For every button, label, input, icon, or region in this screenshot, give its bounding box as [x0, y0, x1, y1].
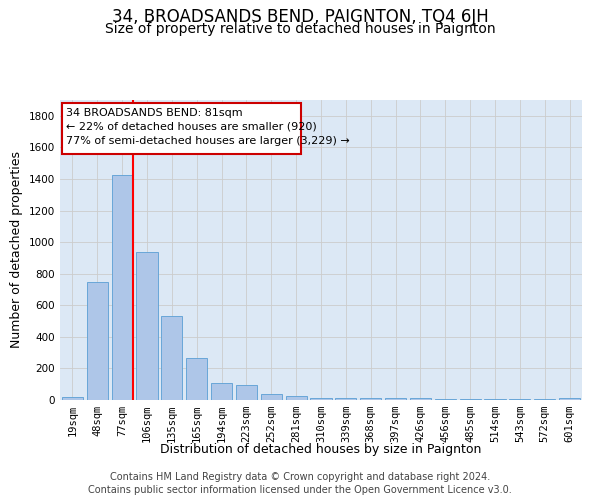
- Bar: [186, 358, 207, 400]
- Text: 34 BROADSANDS BEND: 81sqm
← 22% of detached houses are smaller (920)
77% of semi: 34 BROADSANDS BEND: 81sqm ← 22% of detac…: [66, 108, 350, 146]
- Bar: [286, 396, 307, 400]
- Bar: [161, 316, 182, 400]
- Bar: [211, 384, 232, 400]
- Bar: [62, 397, 83, 400]
- Text: Size of property relative to detached houses in Paignton: Size of property relative to detached ho…: [104, 22, 496, 36]
- Bar: [261, 394, 282, 400]
- Bar: [484, 399, 506, 400]
- Bar: [410, 398, 431, 400]
- Bar: [335, 398, 356, 400]
- Bar: [534, 399, 555, 400]
- Bar: [112, 175, 133, 400]
- Bar: [509, 399, 530, 400]
- Bar: [136, 252, 158, 400]
- Text: Contains HM Land Registry data © Crown copyright and database right 2024.: Contains HM Land Registry data © Crown c…: [110, 472, 490, 482]
- Text: 34, BROADSANDS BEND, PAIGNTON, TQ4 6JH: 34, BROADSANDS BEND, PAIGNTON, TQ4 6JH: [112, 8, 488, 26]
- Text: Contains public sector information licensed under the Open Government Licence v3: Contains public sector information licen…: [88, 485, 512, 495]
- Bar: [310, 398, 332, 400]
- Bar: [385, 398, 406, 400]
- Bar: [87, 282, 108, 400]
- Y-axis label: Number of detached properties: Number of detached properties: [10, 152, 23, 348]
- Bar: [460, 399, 481, 400]
- Text: Distribution of detached houses by size in Paignton: Distribution of detached houses by size …: [160, 442, 482, 456]
- FancyBboxPatch shape: [62, 103, 301, 154]
- Bar: [559, 398, 580, 400]
- Bar: [236, 385, 257, 400]
- Bar: [435, 399, 456, 400]
- Bar: [360, 398, 381, 400]
